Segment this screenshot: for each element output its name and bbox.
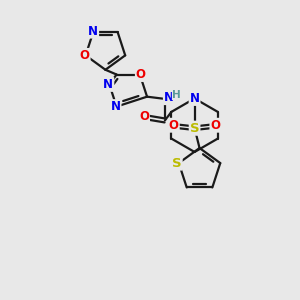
Text: N: N xyxy=(88,25,98,38)
Text: H: H xyxy=(172,90,181,100)
Text: S: S xyxy=(172,157,182,169)
Text: O: O xyxy=(139,110,149,123)
Text: O: O xyxy=(80,49,90,62)
Text: N: N xyxy=(111,100,121,113)
Text: S: S xyxy=(190,122,200,135)
Text: N: N xyxy=(164,91,174,104)
Text: O: O xyxy=(210,119,220,132)
Text: O: O xyxy=(136,68,146,81)
Text: O: O xyxy=(169,119,179,132)
Text: N: N xyxy=(190,92,200,105)
Text: N: N xyxy=(103,78,113,91)
